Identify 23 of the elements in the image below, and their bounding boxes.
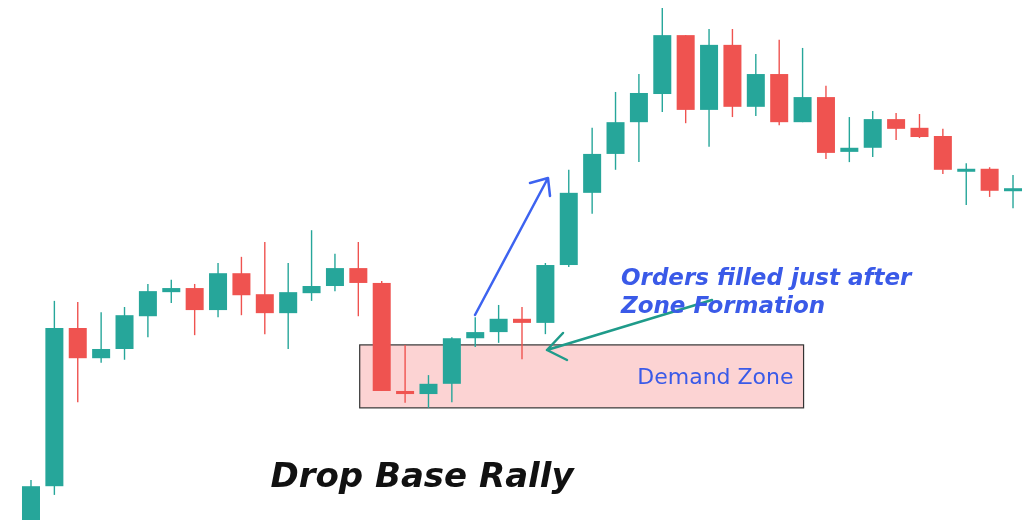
candlestick [466,316,485,348]
candlestick [980,166,999,198]
candlestick [302,229,321,302]
candlestick [419,374,438,409]
candlestick [489,304,508,344]
candlestick [840,116,859,163]
text: Drop Base Rally [270,455,576,495]
candlestick [910,113,929,139]
candlestick [396,344,415,404]
candlestick [92,311,111,364]
candlestick [325,253,344,292]
band-label: Demand Zone [637,364,794,390]
candlestick [185,283,204,336]
candlestick [279,262,298,350]
candlestick [957,162,976,206]
candlestick [255,241,274,335]
candlestick [1004,174,1023,209]
candlestick [887,112,906,141]
candlestick [162,279,181,304]
candlestick [349,241,368,317]
candlestick [513,306,531,360]
annotation: Orders filled just after Zone Formation [620,264,914,318]
candlestick [232,256,251,316]
